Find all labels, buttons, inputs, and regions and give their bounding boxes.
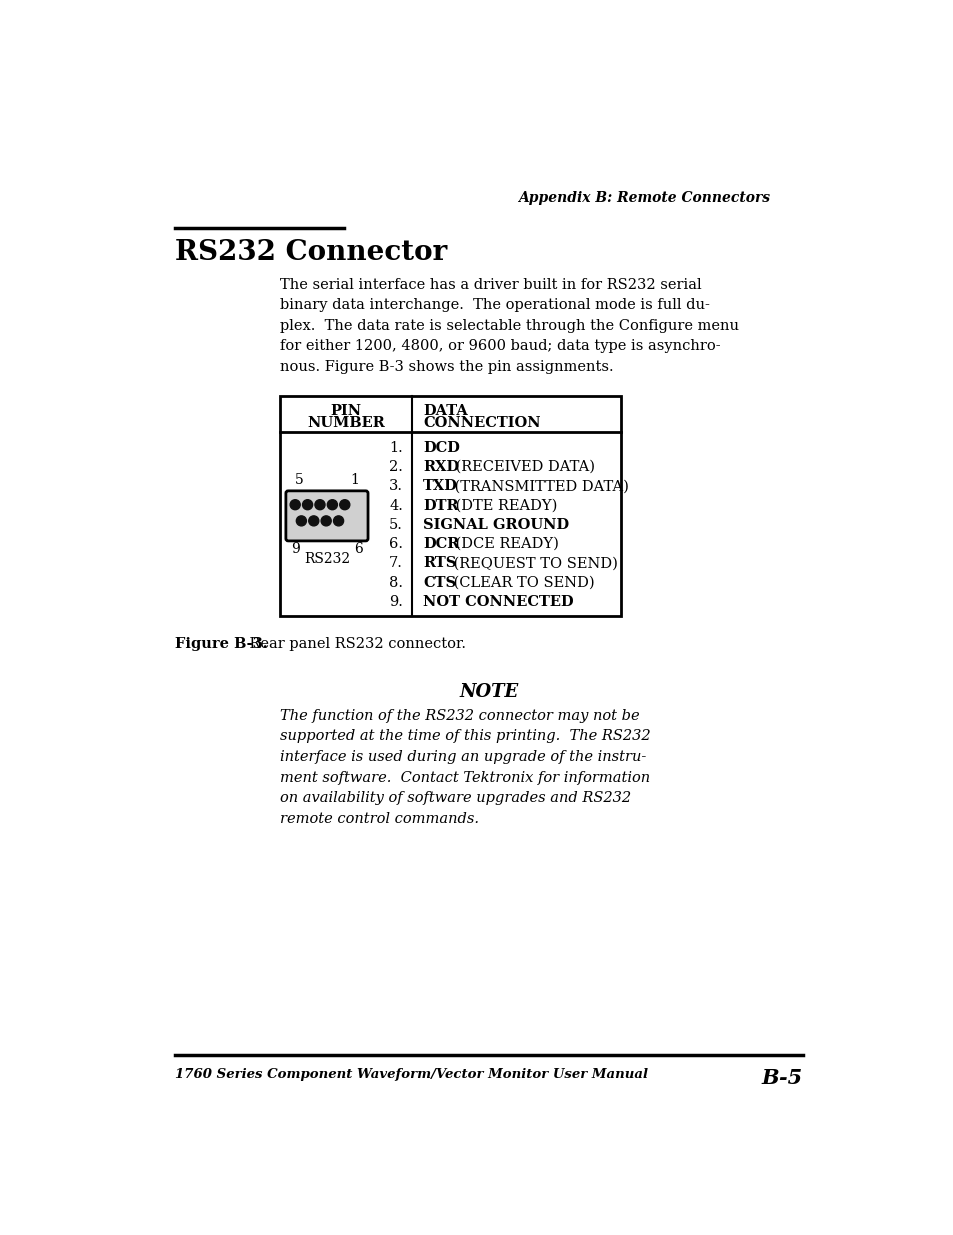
Text: Rear panel RS232 connector.: Rear panel RS232 connector. — [231, 637, 465, 651]
Text: 7.: 7. — [389, 556, 402, 571]
Text: 6.: 6. — [389, 537, 402, 551]
Text: TXD: TXD — [422, 479, 457, 493]
Text: 9.: 9. — [389, 595, 402, 609]
Bar — [280, 396, 620, 616]
Circle shape — [309, 516, 318, 526]
Text: PIN: PIN — [331, 404, 361, 417]
Text: 2.: 2. — [389, 461, 402, 474]
Text: (TRANSMITTED DATA): (TRANSMITTED DATA) — [450, 479, 628, 493]
Text: RXD: RXD — [422, 461, 458, 474]
Circle shape — [339, 500, 350, 510]
Text: Figure B-3.: Figure B-3. — [174, 637, 268, 651]
Text: The serial interface has a driver built in for RS232 serial
binary data intercha: The serial interface has a driver built … — [280, 278, 739, 374]
Text: CTS: CTS — [422, 576, 456, 589]
Text: The function of the RS232 connector may not be
supported at the time of this pri: The function of the RS232 connector may … — [280, 709, 650, 826]
Text: 9: 9 — [291, 542, 300, 557]
Text: B-5: B-5 — [760, 1068, 802, 1088]
Text: DTR: DTR — [422, 499, 458, 513]
Text: NUMBER: NUMBER — [307, 416, 385, 430]
FancyBboxPatch shape — [286, 490, 368, 541]
Text: 5.: 5. — [389, 517, 402, 532]
Text: NOT CONNECTED: NOT CONNECTED — [422, 595, 573, 609]
Circle shape — [334, 516, 343, 526]
Text: 4.: 4. — [389, 499, 402, 513]
Text: DCD: DCD — [422, 441, 459, 454]
Text: 6: 6 — [354, 542, 362, 557]
Text: SIGNAL GROUND: SIGNAL GROUND — [422, 517, 569, 532]
Text: 3.: 3. — [389, 479, 402, 493]
Circle shape — [327, 500, 337, 510]
Text: (RECEIVED DATA): (RECEIVED DATA) — [451, 461, 595, 474]
Text: RS232 Connector: RS232 Connector — [174, 240, 447, 266]
Text: 1: 1 — [351, 473, 359, 487]
Text: CONNECTION: CONNECTION — [422, 416, 540, 430]
Text: (DTE READY): (DTE READY) — [450, 499, 557, 513]
Text: (DCE READY): (DCE READY) — [451, 537, 558, 551]
Text: DATA: DATA — [422, 404, 467, 417]
Text: DCR: DCR — [422, 537, 459, 551]
Text: (REQUEST TO SEND): (REQUEST TO SEND) — [449, 556, 618, 571]
Circle shape — [290, 500, 300, 510]
Text: 1.: 1. — [389, 441, 402, 454]
Text: RS232: RS232 — [304, 552, 350, 567]
Text: RTS: RTS — [422, 556, 456, 571]
Text: (CLEAR TO SEND): (CLEAR TO SEND) — [448, 576, 594, 589]
Text: 1760 Series Component Waveform/Vector Monitor User Manual: 1760 Series Component Waveform/Vector Mo… — [174, 1068, 647, 1082]
Circle shape — [302, 500, 313, 510]
Text: Appendix B: Remote Connectors: Appendix B: Remote Connectors — [517, 190, 769, 205]
Text: NOTE: NOTE — [458, 683, 518, 700]
Text: 5: 5 — [294, 473, 303, 487]
Text: 8.: 8. — [389, 576, 402, 589]
Circle shape — [321, 516, 331, 526]
Circle shape — [314, 500, 325, 510]
Circle shape — [296, 516, 306, 526]
